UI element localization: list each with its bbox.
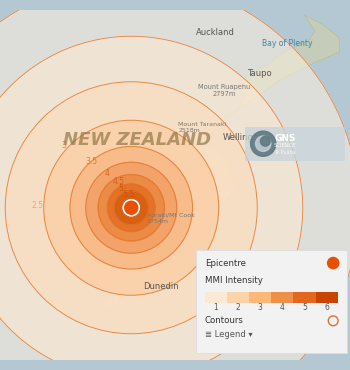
- Circle shape: [328, 258, 339, 269]
- Text: ≣ Legend ▾: ≣ Legend ▾: [205, 330, 252, 339]
- Bar: [249, 292, 271, 303]
- Bar: [205, 292, 227, 303]
- Text: 5: 5: [118, 184, 123, 193]
- Circle shape: [251, 131, 276, 156]
- Circle shape: [114, 191, 148, 225]
- Circle shape: [70, 147, 192, 269]
- Text: 3: 3: [258, 303, 262, 312]
- Circle shape: [0, 36, 303, 370]
- Text: 2.5: 2.5: [32, 201, 43, 210]
- Polygon shape: [199, 15, 340, 141]
- Text: 5.5: 5.5: [122, 189, 135, 199]
- Text: 5: 5: [302, 303, 307, 312]
- Circle shape: [121, 198, 141, 218]
- Text: Aoraki/Mt Cook
3754m: Aoraki/Mt Cook 3754m: [147, 213, 195, 223]
- Text: NEW ZEALAND: NEW ZEALAND: [63, 131, 211, 149]
- Polygon shape: [74, 141, 238, 286]
- Text: 6: 6: [324, 303, 329, 312]
- Polygon shape: [103, 296, 119, 307]
- FancyBboxPatch shape: [245, 127, 345, 161]
- Text: Contours: Contours: [205, 316, 244, 325]
- Text: 3.5: 3.5: [86, 157, 98, 166]
- Text: Taupo: Taupo: [247, 68, 271, 77]
- Circle shape: [124, 201, 138, 215]
- Bar: [316, 292, 338, 303]
- Text: 2: 2: [236, 303, 240, 312]
- Circle shape: [44, 120, 219, 295]
- Text: Wellington: Wellington: [223, 133, 267, 142]
- Bar: [227, 292, 249, 303]
- Circle shape: [107, 184, 155, 232]
- Text: Mount Taranaki
2518m: Mount Taranaki 2518m: [178, 122, 227, 133]
- Bar: [293, 292, 316, 303]
- Text: SCIENCE: SCIENCE: [274, 143, 296, 148]
- Text: 1: 1: [214, 303, 218, 312]
- Text: MMI Intensity: MMI Intensity: [205, 276, 262, 285]
- Text: Auckland: Auckland: [196, 28, 235, 37]
- Circle shape: [256, 136, 271, 151]
- Circle shape: [260, 137, 270, 146]
- Circle shape: [98, 175, 164, 241]
- Text: GNS: GNS: [274, 134, 296, 143]
- Text: 4.5: 4.5: [113, 177, 125, 186]
- Text: Mount Ruapehu
2797m: Mount Ruapehu 2797m: [198, 84, 250, 97]
- Text: Bay of Plenty: Bay of Plenty: [262, 39, 312, 48]
- Text: 2: 2: [270, 147, 274, 155]
- Text: 4: 4: [104, 169, 109, 178]
- Circle shape: [5, 82, 257, 334]
- Text: Epicentre: Epicentre: [205, 259, 246, 268]
- FancyBboxPatch shape: [196, 250, 346, 353]
- Text: Te Puāha: Te Puāha: [274, 150, 296, 155]
- Text: 3: 3: [61, 141, 66, 150]
- Bar: [271, 292, 293, 303]
- Text: 4: 4: [280, 303, 285, 312]
- Text: Dunedin: Dunedin: [143, 282, 179, 291]
- Circle shape: [86, 162, 177, 253]
